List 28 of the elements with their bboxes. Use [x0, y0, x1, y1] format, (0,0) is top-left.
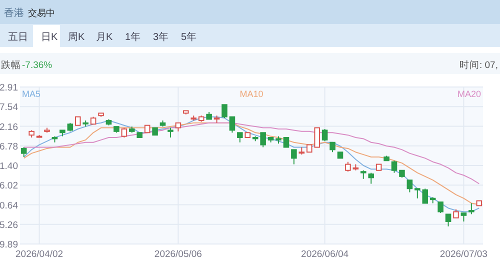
text: -7.36%	[22, 60, 53, 71]
text: 2.16	[0, 122, 18, 133]
x-tick-label: 2026/05/06	[154, 249, 202, 260]
text: 6.02	[0, 180, 18, 192]
x-tick-label: 2026/04/02	[16, 249, 64, 260]
text: MA20	[457, 89, 481, 99]
text: 5年	[181, 31, 197, 43]
text: 1年	[125, 31, 141, 43]
x-tick-label: 2026/07/03	[440, 249, 488, 260]
text: MA5	[22, 89, 41, 99]
text: MA10	[240, 89, 264, 99]
text: 1.40	[0, 161, 18, 172]
text: 月K	[96, 32, 113, 43]
text: 7.54	[0, 102, 18, 114]
text: 5.26	[0, 220, 18, 231]
text: 9.89	[0, 240, 18, 250]
chart-title: 香港	[4, 7, 24, 19]
text: 6.78	[0, 141, 18, 152]
text: 日K	[41, 32, 58, 43]
text: 跌幅	[1, 59, 21, 71]
text: 时间: 07,	[460, 59, 498, 71]
text: 周K	[68, 32, 85, 43]
text: 3年	[153, 31, 169, 43]
text: 五日	[8, 32, 28, 43]
chart-subtitle: 交易中	[28, 8, 55, 18]
text: 2.91	[0, 82, 18, 94]
text: 0.64	[0, 200, 18, 212]
x-tick-label: 2026/06/04	[301, 249, 349, 260]
